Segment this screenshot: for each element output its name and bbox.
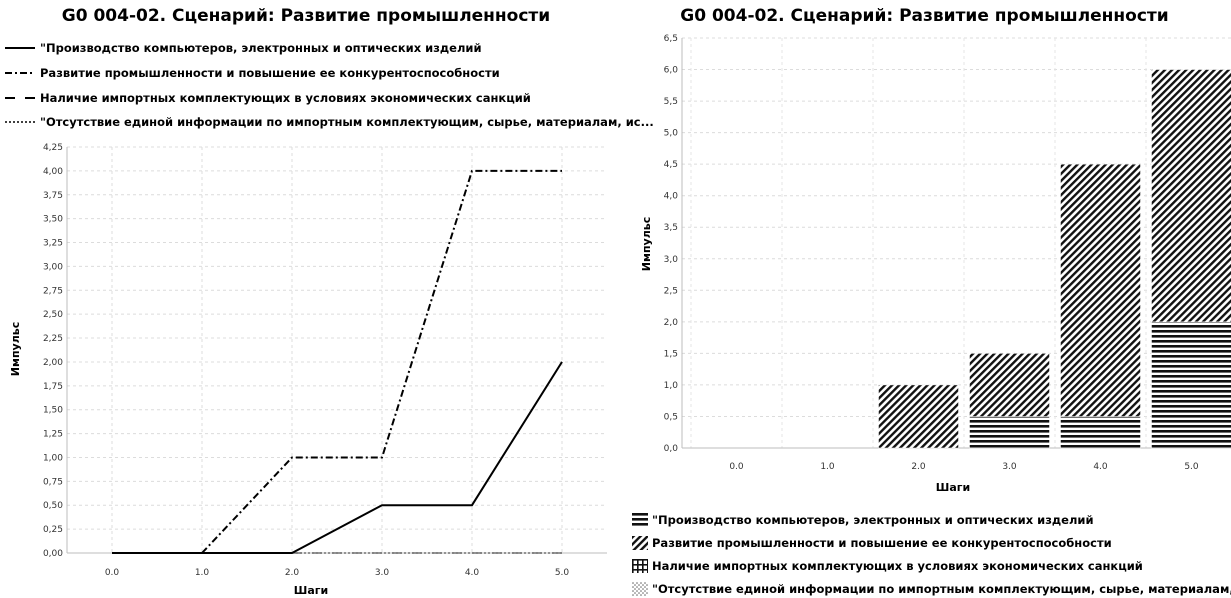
solid-line-legend-icon — [5, 47, 35, 49]
x-tick-label: 2.0 — [285, 568, 300, 578]
line-chart-y-axis-title: Импульс — [9, 322, 22, 377]
bar-legend-label-1: "Производство компьютеров, электронных и… — [652, 513, 1094, 527]
line-chart-series — [112, 169, 563, 554]
bar-chart-x-axis-title: Шаги — [936, 481, 970, 494]
y-tick-label: 0,5 — [664, 412, 678, 422]
line-chart-x-axis-title: Шаги — [294, 584, 328, 597]
dashed-line-legend-icon — [5, 97, 35, 99]
y-tick-label: 1,75 — [43, 382, 63, 392]
y-tick-label: 4,5 — [664, 160, 678, 170]
y-tick-label: 2,5 — [664, 286, 678, 296]
y-tick-label: 1,0 — [664, 381, 679, 391]
line-legend-item-3[interactable]: Наличие импортных комплектующих в услови… — [4, 89, 531, 107]
bar-legend-item-1[interactable]: "Производство компьютеров, электронных и… — [632, 511, 1094, 529]
bar-chart-x-ticks: 0.0 1.0 2.0 3.0 4.0 5.0 — [729, 462, 1199, 472]
x-tick-label: 1.0 — [820, 462, 835, 472]
y-tick-label: 2,75 — [43, 286, 63, 296]
y-tick-label: 4,00 — [43, 167, 63, 177]
line-chart-panel: G0 004-02. Сценарий: Развитие промышленн… — [0, 0, 654, 598]
line-chart-y-ticks: 0,00 0,25 0,50 0,75 1,00 1,25 1,50 1,75 2,00 2,25… — [43, 143, 63, 559]
y-tick-label: 6,0 — [664, 66, 679, 76]
line-chart-grid — [66, 146, 607, 554]
line-legend-label-3: Наличие импортных комплектующих в услови… — [40, 91, 531, 105]
bar-segment-diagonal-lines — [1060, 163, 1141, 417]
x-tick-label: 3.0 — [1002, 462, 1017, 472]
y-tick-label: 3,5 — [664, 223, 678, 233]
bar-chart-y-ticks: 0,0 0,5 1,0 1,5 2,0 2,5 3,0 3,5 4,0 4,5 5,0 5,5 6,0 6… — [664, 34, 679, 454]
bar-segment-diagonal-lines — [878, 384, 959, 449]
bar-legend-item-3[interactable]: Наличие импортных комплектующих в услови… — [632, 557, 1143, 575]
line-legend-label-1: "Производство компьютеров, электронных и… — [40, 41, 482, 55]
x-tick-label: 0.0 — [105, 568, 120, 578]
x-tick-label: 3.0 — [375, 568, 390, 578]
x-tick-label: 1.0 — [195, 568, 210, 578]
y-tick-label: 0,75 — [43, 477, 63, 487]
line-chart-plot: 0,00 0,25 0,50 0,75 1,00 1,25 1,50 1,75 2,00 2,25… — [9, 143, 607, 597]
line-legend-item-2[interactable]: Развитие промышленности и повышение ее к… — [4, 64, 500, 82]
y-tick-label: 2,00 — [43, 358, 63, 368]
y-tick-label: 3,50 — [43, 215, 63, 225]
y-tick-label: 1,5 — [664, 349, 678, 359]
y-tick-label: 0,25 — [43, 525, 63, 535]
y-tick-label: 3,25 — [43, 239, 63, 249]
dots-pattern-icon — [632, 582, 648, 596]
x-tick-label: 4.0 — [465, 568, 480, 578]
line-chart-title: G0 004-02. Сценарий: Развитие промышленн… — [61, 6, 551, 26]
bar-legend-label-2: Развитие промышленности и повышение ее к… — [652, 536, 1112, 550]
bar-chart-title: G0 004-02. Сценарий: Развитие промышленн… — [680, 6, 1169, 26]
bar-segment-diagonal-lines — [969, 353, 1050, 417]
bar-chart-y-axis-title: Импульс — [640, 217, 653, 272]
y-tick-label: 4,0 — [664, 192, 679, 202]
y-tick-label: 3,00 — [43, 262, 63, 272]
line-legend-item-4[interactable]: "Отсутствие единой информации по импортн… — [4, 113, 654, 131]
grid-pattern-icon — [632, 559, 648, 573]
x-tick-label: 4.0 — [1093, 462, 1108, 472]
bar-segment-diagonal-lines — [1151, 69, 1231, 323]
bar-chart-panel: G0 004-02. Сценарий: Развитие промышленн… — [618, 0, 1231, 598]
y-tick-label: 0,0 — [664, 444, 679, 454]
bar-legend-label-3: Наличие импортных комплектующих в услови… — [652, 559, 1143, 573]
y-tick-label: 0,50 — [43, 501, 63, 511]
line-legend-item-1[interactable]: "Производство компьютеров, электронных и… — [4, 39, 482, 57]
y-tick-label: 2,25 — [43, 334, 63, 344]
x-tick-label: 5.0 — [555, 568, 570, 578]
y-tick-label: 5,0 — [664, 129, 679, 139]
y-tick-label: 5,5 — [664, 97, 678, 107]
y-tick-label: 3,0 — [664, 255, 679, 265]
bar-chart-bars — [878, 69, 1231, 449]
x-tick-label: 0.0 — [729, 462, 744, 472]
bar-legend-item-2[interactable]: Развитие промышленности и повышение ее к… — [632, 534, 1112, 552]
y-tick-label: 6,5 — [664, 34, 678, 44]
horizontal-lines-pattern-icon — [632, 513, 648, 527]
y-tick-label: 2,0 — [664, 318, 679, 328]
y-tick-label: 4,25 — [43, 143, 63, 153]
series-line-solid — [112, 361, 563, 554]
bar-chart-plot: 0,0 0,5 1,0 1,5 2,0 2,5 3,0 3,5 4,0 4,5 5,0 5,5 6,0 6… — [640, 34, 1231, 494]
y-tick-label: 3,75 — [43, 191, 63, 201]
x-tick-label: 2.0 — [911, 462, 926, 472]
bar-legend-item-4[interactable]: "Отсутствие единой информации по импортн… — [632, 580, 1231, 598]
bar-segment-horizontal-lines — [1151, 321, 1231, 449]
x-tick-label: 5.0 — [1184, 462, 1199, 472]
dash-dot-line-legend-icon — [5, 72, 35, 74]
line-legend-label-2: Развитие промышленности и повышение ее к… — [40, 66, 500, 80]
bar-legend-label-4: "Отсутствие единой информации по импортн… — [652, 582, 1231, 596]
diagonal-lines-pattern-icon — [632, 536, 648, 550]
y-tick-label: 2,50 — [43, 310, 63, 320]
y-tick-label: 1,50 — [43, 406, 63, 416]
line-chart-x-ticks: 0.0 1.0 2.0 3.0 4.0 5.0 — [105, 568, 570, 578]
y-tick-label: 0,00 — [43, 549, 63, 559]
line-legend-label-4: "Отсутствие единой информации по импортн… — [40, 115, 654, 129]
y-tick-label: 1,25 — [43, 430, 63, 440]
bar-segment-horizontal-lines — [1060, 416, 1141, 449]
y-tick-label: 1,00 — [43, 453, 63, 463]
bar-segment-horizontal-lines — [969, 416, 1050, 449]
dotted-line-legend-icon — [5, 121, 35, 123]
